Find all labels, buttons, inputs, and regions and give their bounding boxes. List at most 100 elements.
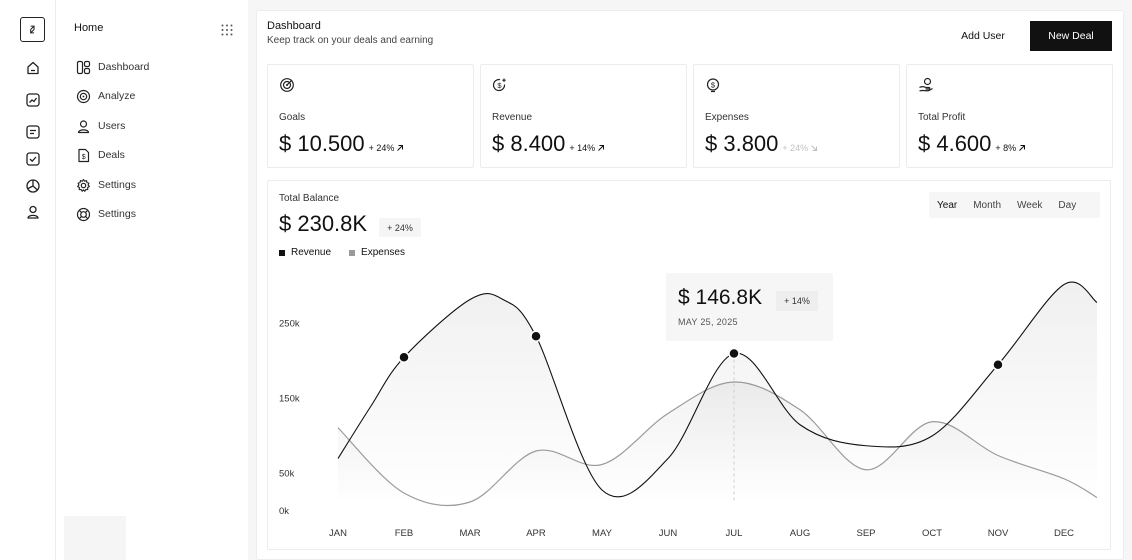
- balance-value: $ 230.8K: [279, 211, 368, 236]
- legend-expenses: Expenses: [349, 247, 405, 258]
- stat-value: $ 4.600: [918, 131, 992, 156]
- sidebar-item-dashboard[interactable]: Dashboard: [75, 58, 149, 76]
- sidebar-item-label: Dashboard: [98, 61, 150, 73]
- chart-tooltip: $ 146.8K + 14% MAY 25, 2025: [666, 273, 833, 341]
- sidebar-item-analyze[interactable]: Analyze: [75, 87, 135, 105]
- x-tick-label: AUG: [790, 528, 811, 539]
- sidebar-item-label: Deals: [98, 149, 125, 161]
- svg-text:$: $: [711, 81, 716, 90]
- arrow-up-right-icon: [1019, 145, 1026, 151]
- stat-card-expenses: $ Expenses $ 3.800 + 24%: [693, 64, 900, 168]
- stat-value: $ 8.400: [492, 131, 566, 156]
- stat-change: + 14%: [569, 143, 605, 153]
- user-icon[interactable]: [24, 203, 41, 220]
- lifebuoy-icon: [75, 206, 91, 222]
- user-icon: [75, 118, 91, 134]
- page-title: Dashboard: [267, 20, 321, 32]
- sidebar-item-label: Settings: [98, 208, 136, 220]
- stat-card-total-profit: Total Profit $ 4.600 + 8%: [906, 64, 1113, 168]
- balance-line-chart: 250k 150k 50k 0k JAN FEB MAR APR MAY JUN JUL AUG SEP…: [279, 281, 1098, 539]
- dollar-spark-icon: $: [492, 77, 508, 93]
- stat-label: Goals: [279, 112, 306, 123]
- hand-coin-icon: [918, 77, 934, 93]
- period-month[interactable]: Month: [973, 199, 1002, 211]
- revenue-point: [728, 347, 740, 360]
- expenses-area: [338, 381, 1097, 506]
- stat-value-row: $ 4.600 + 8%: [918, 131, 1026, 157]
- x-tick-label: SEP: [856, 528, 875, 539]
- svg-text:$: $: [497, 81, 502, 90]
- gear-icon: [75, 177, 91, 193]
- grid-icon[interactable]: [221, 23, 233, 36]
- revenue-point: [398, 351, 410, 363]
- target-icon: [75, 88, 91, 104]
- revenue-line: [337, 281, 1098, 498]
- stat-card-revenue: $ Revenue $ 8.400 + 14%: [480, 64, 687, 168]
- page-subtitle: Keep track on your deals and earning: [267, 35, 434, 46]
- trend-icon[interactable]: [24, 91, 41, 108]
- period-week[interactable]: Week: [1017, 199, 1043, 211]
- tooltip-value: $ 146.8K: [678, 286, 763, 309]
- period-year[interactable]: Year: [937, 199, 958, 211]
- nav-home-title: Home: [74, 22, 104, 34]
- sidebar-item-settings[interactable]: Settings: [75, 176, 136, 194]
- new-deal-button[interactable]: New Deal: [1030, 21, 1112, 51]
- dashboard-icon: [75, 59, 91, 75]
- icon-rail: [0, 0, 56, 560]
- stat-value-row: $ 8.400 + 14%: [492, 131, 605, 157]
- period-day[interactable]: Day: [1058, 199, 1077, 211]
- x-tick-label: DEC: [1054, 528, 1074, 539]
- y-tick-label: 50k: [279, 469, 295, 480]
- dollar-file-icon: $: [75, 147, 91, 163]
- x-tick-label: OCT: [922, 528, 942, 539]
- sidebar-item-users[interactable]: Users: [75, 117, 125, 135]
- stat-label: Revenue: [492, 112, 533, 123]
- pie-icon[interactable]: [24, 177, 41, 194]
- arrow-up-right-icon: [598, 145, 605, 151]
- tooltip-date: MAY 25, 2025: [678, 317, 738, 327]
- x-tick-label: APR: [526, 528, 546, 539]
- stat-change: + 24%: [369, 143, 405, 153]
- stat-card-goals: Goals $ 10.500 + 24%: [267, 64, 474, 168]
- revenue-point: [992, 359, 1004, 371]
- x-tick-label: JUL: [726, 528, 743, 539]
- x-tick-label: JUN: [659, 528, 678, 539]
- target-icon: [279, 77, 295, 93]
- balance-label: Total Balance: [279, 193, 340, 204]
- balance-change-badge: + 24%: [379, 218, 421, 237]
- logo-icon[interactable]: [20, 17, 45, 42]
- stat-value-row: $ 10.500 + 24%: [279, 131, 404, 157]
- revenue-point: [530, 330, 542, 342]
- arrow-down-right-icon: [811, 145, 818, 151]
- stat-label: Expenses: [705, 112, 749, 123]
- check-icon[interactable]: [24, 150, 41, 167]
- sidebar-item-label: Analyze: [98, 90, 136, 102]
- x-tick-label: MAY: [592, 528, 613, 539]
- message-icon[interactable]: [24, 123, 41, 140]
- y-tick-label: 150k: [279, 394, 300, 405]
- dollar-circle-icon: $: [705, 77, 721, 93]
- balance-chart-card: Total Balance $ 230.8K + 24% Revenue Exp…: [267, 180, 1111, 550]
- period-selector: Year Month Week Day: [929, 192, 1100, 218]
- stat-value-row: $ 3.800 + 24%: [705, 131, 818, 157]
- x-tick-label: JAN: [329, 528, 347, 539]
- tooltip-change-badge: + 14%: [776, 291, 818, 311]
- expenses-line: [337, 381, 1098, 507]
- stat-value: $ 3.800: [705, 131, 779, 156]
- sidebar-footer-placeholder: [64, 516, 126, 560]
- home-icon[interactable]: [24, 59, 41, 76]
- x-tick-label: NOV: [988, 528, 1009, 539]
- stat-change: + 24%: [782, 143, 818, 153]
- x-tick-label: MAR: [459, 528, 480, 539]
- sidebar-item-deals[interactable]: $ Deals: [75, 146, 125, 164]
- sidebar-item-label: Settings: [98, 179, 136, 191]
- svg-text:$: $: [81, 154, 85, 161]
- sidebar-item-support[interactable]: Settings: [75, 205, 136, 223]
- sidebar-item-label: Users: [98, 120, 126, 132]
- x-tick-label: FEB: [395, 528, 413, 539]
- add-user-button[interactable]: Add User: [945, 21, 1021, 51]
- legend-swatch: [349, 249, 356, 256]
- legend-swatch: [279, 249, 285, 256]
- main-panel: Dashboard Keep track on your deals and e…: [256, 10, 1124, 560]
- stat-label: Total Profit: [918, 112, 966, 123]
